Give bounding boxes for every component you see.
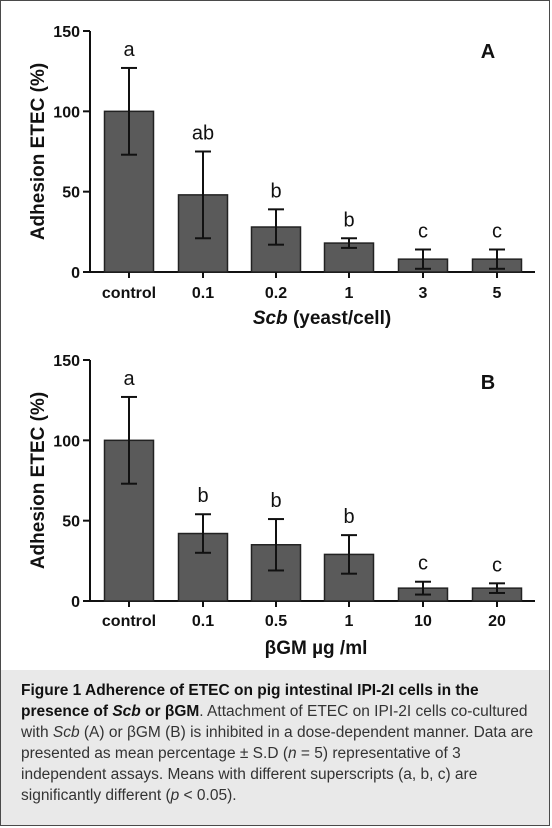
panel-a-x-tick-label: 0.1 <box>192 285 214 302</box>
panel-b-y-tick-label: 100 <box>53 433 80 450</box>
panel-b-significance-label: c <box>492 554 502 576</box>
panel-a-x-tick-label: 0.2 <box>265 285 287 302</box>
panel-b-x-tick-label: 1 <box>345 613 354 630</box>
panel-a-y-tick-label: 50 <box>62 185 80 202</box>
panel-a-y-axis-title: Adhesion ETEC (%) <box>28 63 49 240</box>
panel-a-x-tick-label: 1 <box>345 285 354 302</box>
panel-b-significance-label: b <box>343 506 354 528</box>
panel-b-x-tick-label: 20 <box>488 613 506 630</box>
panel-b-y-axis-title: Adhesion ETEC (%) <box>28 392 49 569</box>
panel-b-x-tick-label: 10 <box>414 613 432 630</box>
panel-a-y-tick-label: 150 <box>53 24 80 41</box>
panel-a-significance-label: ab <box>192 123 214 145</box>
caption-title: Figure 1 Adherence of ETEC on pig intest… <box>21 682 479 720</box>
panel-a-x-tick-label: 5 <box>493 285 502 302</box>
panel-a-significance-label: c <box>492 221 502 243</box>
panel-b-x-tick-label: 0.5 <box>265 613 287 630</box>
panel-a-significance-label: a <box>123 39 135 61</box>
panel-b-significance-label: a <box>123 368 135 390</box>
panel-b-significance-label: b <box>270 490 281 512</box>
panel-a-x-axis-title: Scb (yeast/cell) <box>253 308 391 329</box>
panel-a-significance-label: c <box>418 221 428 243</box>
panel-a-y-tick-label: 100 <box>53 104 80 121</box>
panel-b-y-tick-label: 0 <box>71 594 80 611</box>
panel-a-x-tick-label: 3 <box>419 285 428 302</box>
panel-b-letter: B <box>481 372 495 394</box>
panel-a-x-tick-label: control <box>102 285 156 302</box>
panel-b-x-tick-label: control <box>102 613 156 630</box>
panel-a-y-tick-label: 0 <box>71 265 80 282</box>
panel-a-significance-label: b <box>343 209 354 231</box>
panel-b-y-tick-label: 50 <box>62 514 80 531</box>
panel-b-y-tick-label: 150 <box>53 353 80 370</box>
figure-caption: Figure 1 Adherence of ETEC on pig intest… <box>1 670 549 825</box>
caption-body: . Attachment of ETEC on IPI-2I cells co-… <box>21 703 534 804</box>
panel-a-letter: A <box>481 41 495 63</box>
panel-a-significance-label: b <box>270 180 281 202</box>
panel-b-significance-label: c <box>418 553 428 575</box>
panel-b-x-axis-title: βGM µg /ml <box>265 638 368 659</box>
panel-b-significance-label: b <box>197 485 208 507</box>
panel-b-x-tick-label: 0.1 <box>192 613 214 630</box>
